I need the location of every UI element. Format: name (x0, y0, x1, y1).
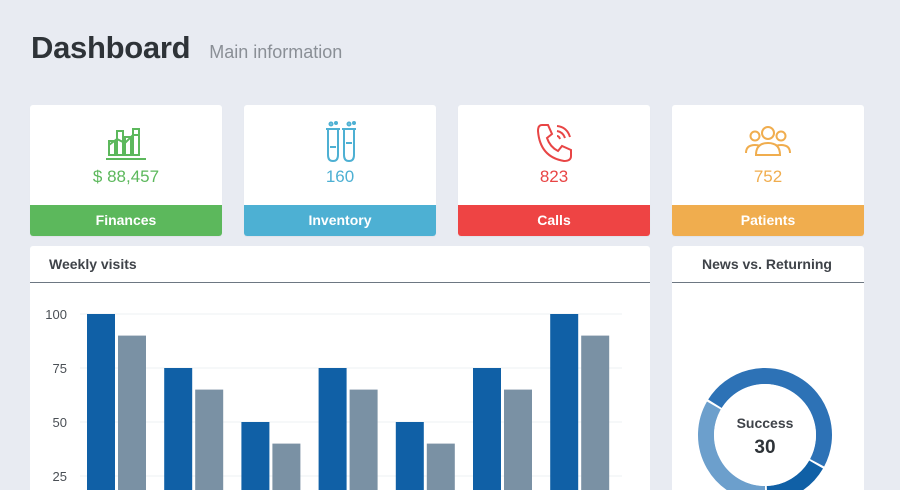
y-tick-label: 100 (45, 307, 67, 322)
page-header: Dashboard Main information (31, 30, 342, 70)
y-tick-label: 50 (53, 415, 67, 430)
bar-series-1 (395, 422, 424, 490)
users-icon (672, 121, 864, 163)
bar-series-2 (349, 389, 378, 490)
inventory-card[interactable]: 160 Inventory (244, 105, 436, 236)
weekly-visits-title: Weekly visits (30, 246, 650, 283)
finances-label: Finances (30, 205, 222, 236)
donut-segment-other (766, 460, 824, 490)
patients-label: Patients (672, 205, 864, 236)
news-vs-returning-panel: News vs. Returning Success 30 (672, 246, 864, 490)
y-tick-label: 75 (53, 361, 67, 376)
weekly-visits-panel: Weekly visits 25 50 75 100 (30, 246, 650, 490)
phone-icon (458, 121, 650, 163)
bar-series-1 (318, 368, 347, 490)
patients-value: 752 (753, 167, 783, 186)
donut-chart: Success 30 (698, 368, 832, 490)
bar-series-1 (87, 314, 115, 490)
bar-series-1 (550, 314, 579, 490)
page-title: Dashboard (31, 30, 191, 65)
finances-value: $ 88,457 (92, 167, 160, 186)
bar-chart-icon (30, 121, 222, 163)
bar-series-2 (195, 389, 224, 490)
donut-center-value: 30 (754, 437, 775, 458)
calls-label: Calls (458, 205, 650, 236)
test-tubes-icon (244, 121, 436, 163)
donut-segment-new (708, 368, 832, 467)
donut-center-label: Success (737, 415, 794, 431)
bar-series-2 (272, 443, 301, 490)
bar-series-1 (473, 368, 501, 490)
bar-series-1 (164, 368, 193, 490)
calls-value: 823 (539, 167, 569, 186)
y-tick-label: 25 (53, 469, 67, 484)
page-subtitle: Main information (209, 42, 343, 62)
bar-series-2 (581, 335, 610, 490)
news-vs-returning-title: News vs. Returning (672, 246, 864, 283)
bar-series-2 (504, 389, 532, 490)
donut-segment-returning (698, 401, 766, 490)
weekly-visits-chart: 25 50 75 100 (45, 307, 622, 490)
patients-card[interactable]: 752 Patients (672, 105, 864, 236)
inventory-label: Inventory (244, 205, 436, 236)
bar-series-2 (426, 443, 455, 490)
bar-series-1 (241, 422, 270, 490)
finances-card[interactable]: $ 88,457 Finances (30, 105, 222, 236)
inventory-value: 160 (325, 167, 355, 186)
calls-card[interactable]: 823 Calls (458, 105, 650, 236)
bar-series-2 (118, 335, 146, 490)
